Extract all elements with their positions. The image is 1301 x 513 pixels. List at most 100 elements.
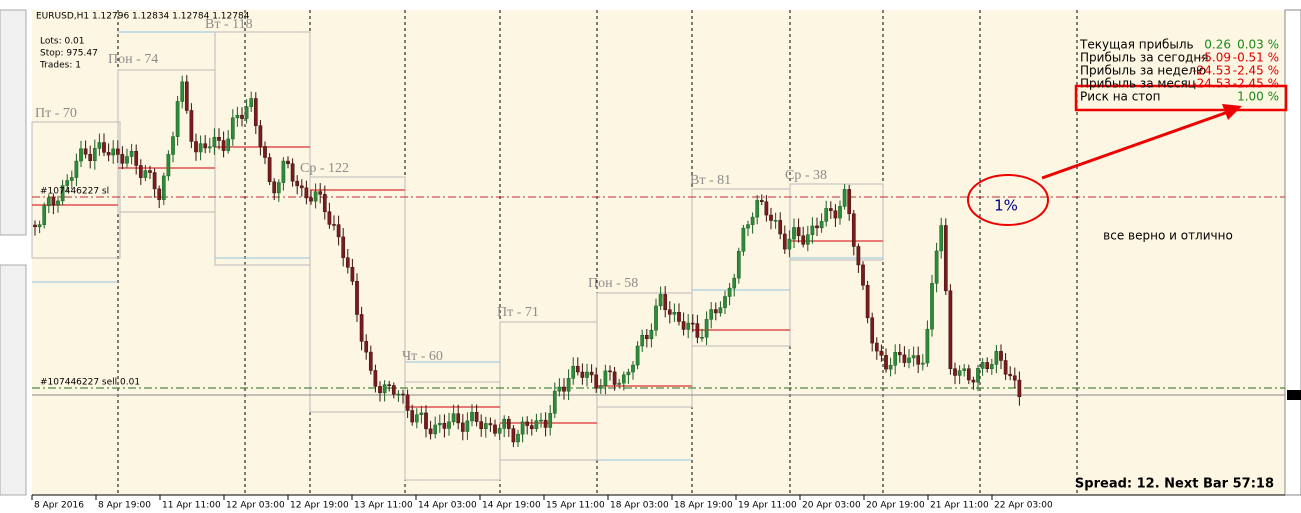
arrow-head — [1222, 104, 1242, 120]
time-label: 13 Apr 11:00 — [354, 501, 413, 511]
candle-body — [810, 225, 815, 235]
candle-body — [557, 386, 562, 392]
day-label: Пон - 74 — [108, 52, 158, 67]
panel-label: Прибыль за месяц — [1080, 77, 1196, 91]
candle-body — [92, 148, 97, 161]
candle-body — [764, 201, 769, 216]
candle-body — [865, 285, 870, 319]
time-label: 12 Apr 03:00 — [226, 501, 285, 511]
candle-body — [916, 355, 921, 365]
candle-body — [782, 233, 787, 250]
candle-body — [672, 312, 677, 315]
candle-body — [621, 374, 626, 384]
candle-body — [212, 137, 217, 148]
candle-body — [870, 317, 875, 344]
candle-body — [483, 423, 488, 430]
candle-body — [681, 321, 686, 330]
candle-body — [755, 200, 760, 218]
time-label: 11 Apr 11:00 — [162, 501, 221, 511]
day-label: Чт - 60 — [402, 349, 443, 364]
candle-body — [506, 418, 511, 429]
candle-body — [939, 225, 944, 252]
candle-body — [359, 314, 364, 342]
candle-body — [571, 365, 576, 379]
candle-body — [879, 350, 884, 356]
candle-body — [861, 264, 865, 286]
candle-body — [690, 322, 695, 325]
candle-body — [203, 143, 208, 149]
candle-body — [796, 227, 801, 236]
candle-body — [709, 309, 714, 320]
candle-body — [759, 200, 764, 202]
candle-body — [42, 205, 47, 225]
panel-percent: 0.03 % — [1237, 38, 1279, 52]
candle-body — [336, 224, 341, 238]
candle-body — [493, 424, 497, 434]
day-label: Ср - 38 — [785, 168, 827, 183]
panel-value: -24.53 — [1192, 64, 1231, 78]
candle-body — [272, 181, 277, 194]
candle-body — [102, 142, 106, 153]
candle-body — [589, 371, 594, 376]
candle-body — [727, 287, 732, 297]
candle-body — [930, 283, 934, 330]
candle-body — [299, 185, 304, 189]
candle-body — [897, 352, 902, 356]
candle-body — [815, 225, 819, 229]
candle-body — [235, 114, 240, 119]
candle-body — [465, 420, 470, 432]
candle-body — [221, 140, 226, 151]
candle-body — [580, 371, 585, 378]
candle-body — [700, 336, 704, 339]
candle-body — [511, 428, 516, 443]
candle-body — [79, 148, 83, 162]
candle-body — [322, 194, 327, 212]
time-label: 18 Apr 03:00 — [610, 501, 669, 511]
candle-body — [184, 81, 189, 111]
candle-body — [566, 378, 571, 392]
candle-body — [543, 419, 548, 428]
panel-percent: -2.45 % — [1233, 77, 1279, 91]
candle-body — [479, 421, 484, 430]
candle-body — [460, 422, 465, 432]
candle-body — [396, 393, 401, 396]
candle-body — [976, 368, 980, 383]
candle-body — [152, 172, 157, 190]
candle-body — [989, 364, 994, 369]
candle-body — [244, 106, 249, 119]
candle-body — [824, 208, 829, 222]
candle-body — [534, 420, 539, 429]
candle-body — [83, 148, 88, 155]
candle-body — [97, 142, 102, 149]
candle-body — [769, 214, 773, 221]
candle-body — [134, 150, 139, 166]
candle-body — [451, 413, 456, 423]
candle-body — [539, 419, 543, 422]
candle-body — [787, 238, 792, 250]
candle-body — [999, 351, 1003, 361]
candle-body — [548, 413, 553, 428]
candle-body — [819, 221, 824, 229]
candle-body — [792, 227, 796, 240]
candle-body — [1012, 375, 1017, 381]
candle-body — [934, 250, 939, 284]
candle-body — [387, 384, 392, 386]
candle-body — [658, 294, 663, 307]
candle-body — [258, 125, 263, 147]
candle-body — [529, 425, 534, 429]
candle-body — [907, 357, 911, 363]
candle-body — [474, 412, 479, 422]
panel-label: Текущая прибыль — [1079, 38, 1194, 52]
day-label: Пон - 58 — [588, 276, 638, 291]
candle-body — [148, 170, 152, 173]
candle-body — [253, 98, 258, 126]
candle-body — [925, 328, 930, 364]
arrow — [1041, 110, 1229, 180]
candle-body — [631, 364, 635, 373]
candle-body — [309, 197, 313, 202]
candle-body — [332, 224, 336, 226]
candle-body — [410, 410, 415, 423]
time-label: 21 Apr 11:00 — [930, 501, 989, 511]
candle-body — [750, 216, 755, 225]
